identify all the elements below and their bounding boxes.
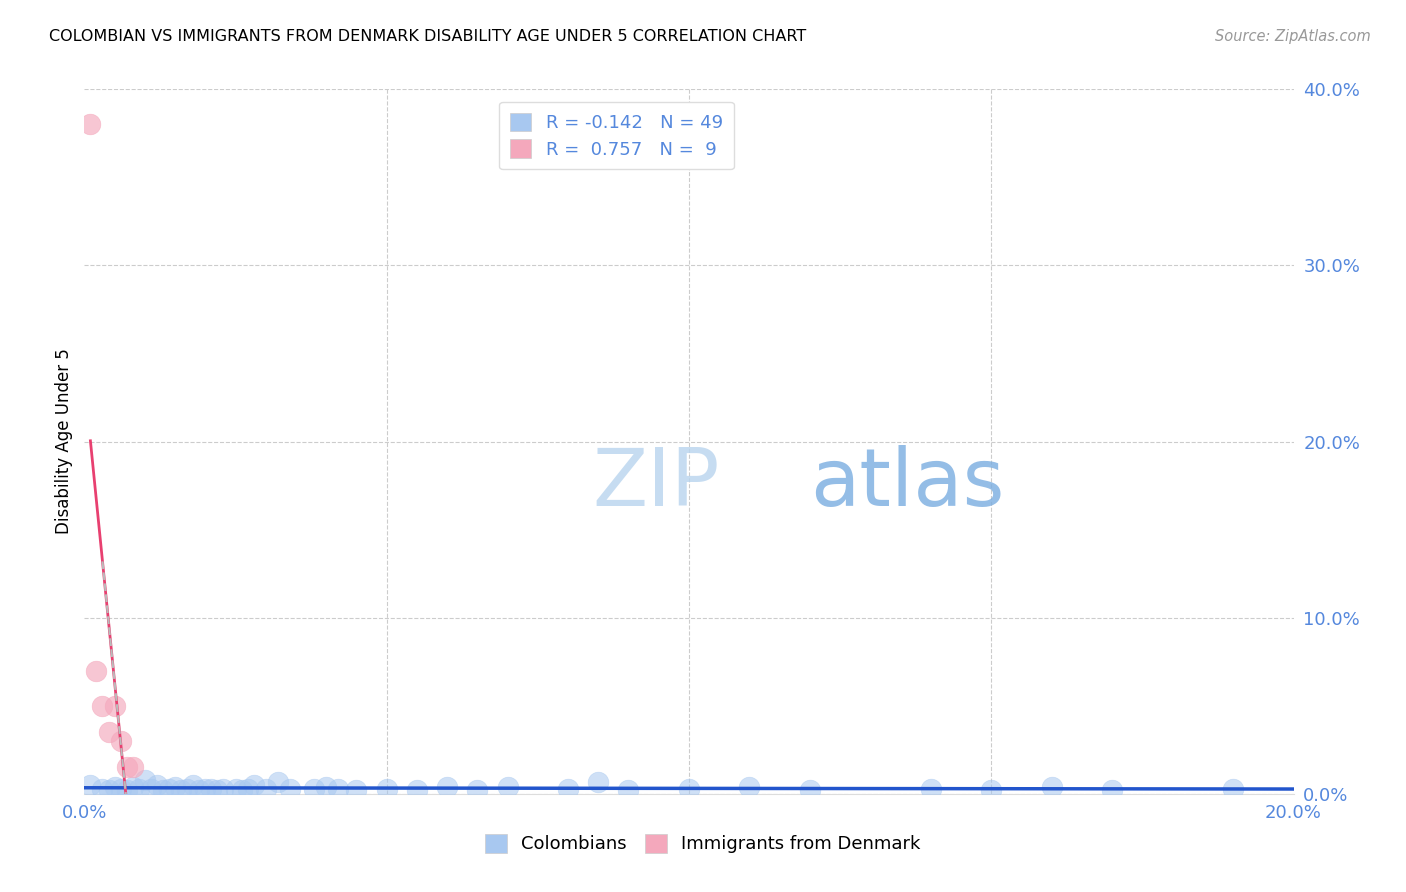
Text: Source: ZipAtlas.com: Source: ZipAtlas.com xyxy=(1215,29,1371,44)
Point xyxy=(254,781,277,796)
Point xyxy=(194,781,217,796)
Point xyxy=(79,778,101,792)
Point xyxy=(157,781,180,796)
Point xyxy=(104,698,127,713)
Point xyxy=(104,780,127,794)
Point xyxy=(110,781,132,796)
Point xyxy=(328,781,350,796)
Legend: Colombians, Immigrants from Denmark: Colombians, Immigrants from Denmark xyxy=(478,827,928,861)
Point xyxy=(236,781,259,796)
Point xyxy=(97,783,120,797)
Point xyxy=(267,774,290,789)
Point xyxy=(278,781,301,796)
Point xyxy=(86,664,108,678)
Point xyxy=(212,781,235,796)
Text: COLOMBIAN VS IMMIGRANTS FROM DENMARK DISABILITY AGE UNDER 5 CORRELATION CHART: COLOMBIAN VS IMMIGRANTS FROM DENMARK DIS… xyxy=(49,29,807,44)
Point xyxy=(242,778,264,792)
Point xyxy=(121,780,143,794)
Point xyxy=(115,783,138,797)
Point xyxy=(165,780,187,794)
Point xyxy=(315,780,337,794)
Point xyxy=(557,781,579,796)
Point xyxy=(97,725,120,739)
Point xyxy=(375,781,398,796)
Point xyxy=(181,778,204,792)
Point xyxy=(617,783,640,797)
Point xyxy=(980,783,1002,797)
Point xyxy=(406,783,429,797)
Point xyxy=(920,781,942,796)
Point xyxy=(128,781,150,796)
Text: atlas: atlas xyxy=(810,445,1004,523)
Point xyxy=(79,117,101,131)
Point xyxy=(1040,780,1063,794)
Point xyxy=(467,783,489,797)
Point xyxy=(588,774,610,789)
Point xyxy=(91,698,114,713)
Point xyxy=(121,760,143,774)
Point xyxy=(134,772,156,787)
Point xyxy=(176,781,198,796)
Point xyxy=(436,780,458,794)
Point xyxy=(110,734,132,748)
Point xyxy=(678,781,700,796)
Text: ZIP: ZIP xyxy=(592,445,720,523)
Point xyxy=(1101,783,1123,797)
Point xyxy=(225,781,247,796)
Point xyxy=(496,780,519,794)
Point xyxy=(207,783,229,797)
Point xyxy=(231,783,253,797)
Point xyxy=(738,780,761,794)
Y-axis label: Disability Age Under 5: Disability Age Under 5 xyxy=(55,349,73,534)
Point xyxy=(139,781,162,796)
Point xyxy=(188,783,211,797)
Point xyxy=(91,781,114,796)
Point xyxy=(200,781,222,796)
Point xyxy=(115,760,138,774)
Point xyxy=(346,783,368,797)
Point xyxy=(170,783,193,797)
Point xyxy=(152,783,174,797)
Point xyxy=(799,783,821,797)
Legend: R = -0.142   N = 49, R =  0.757   N =  9: R = -0.142 N = 49, R = 0.757 N = 9 xyxy=(499,102,734,169)
Point xyxy=(1222,781,1244,796)
Point xyxy=(302,781,325,796)
Point xyxy=(146,778,169,792)
